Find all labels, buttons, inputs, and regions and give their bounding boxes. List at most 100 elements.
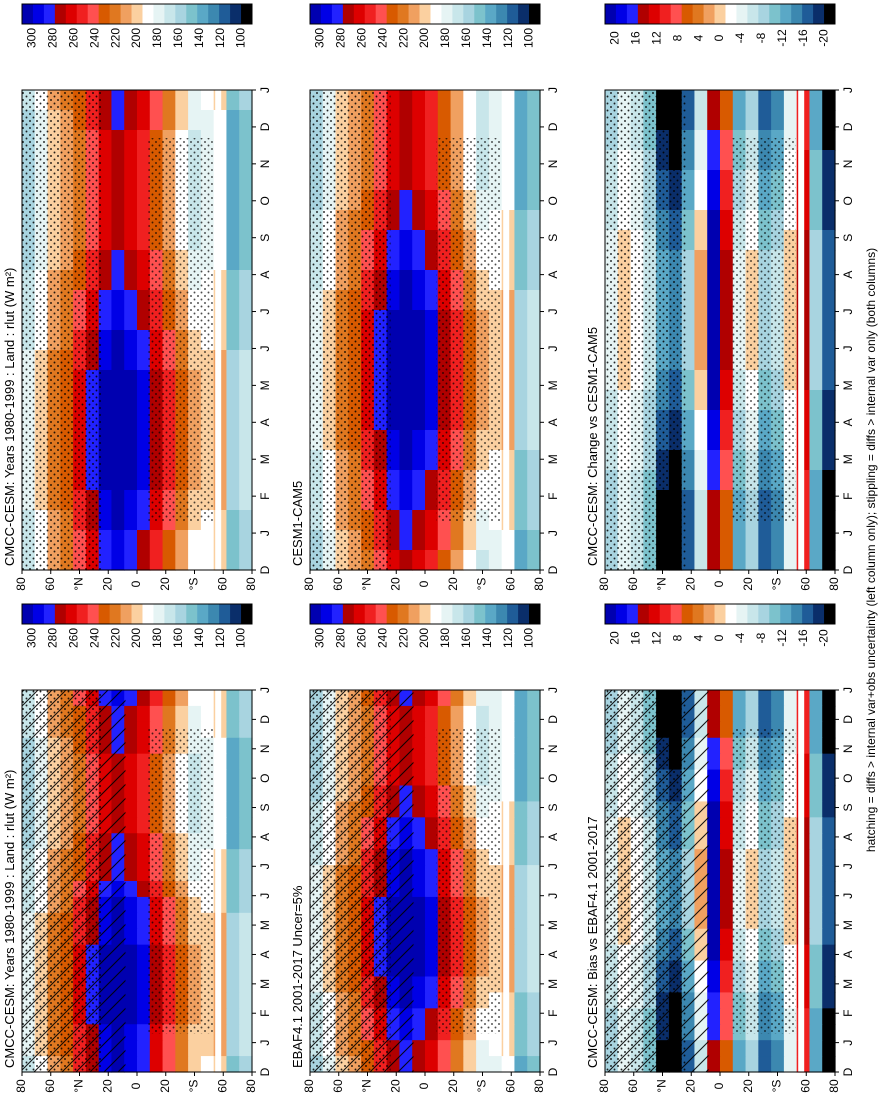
heatmap-cell (514, 110, 528, 131)
heatmap-cell (124, 130, 138, 151)
heatmap-cell (450, 90, 464, 111)
heatmap-cell (707, 849, 721, 866)
heatmap-cell (425, 705, 439, 723)
heatmap-cell (239, 490, 253, 511)
heatmap-cell (111, 130, 125, 151)
colorbar-swatch (186, 4, 198, 24)
colorbar-tick-label: 240 (375, 28, 389, 48)
heatmap-cell (149, 530, 164, 551)
heatmap-cell (412, 912, 426, 930)
colorbar-swatch (32, 604, 45, 624)
colorbar-swatch (670, 604, 683, 624)
colorbar-tick-label: 200 (417, 28, 431, 48)
heatmap-cell (399, 390, 413, 411)
month-tick-label: J (841, 863, 855, 869)
colorbar-swatch (22, 4, 34, 24)
lat-tick-label: 80 (597, 577, 611, 591)
heatmap-cell (527, 110, 541, 131)
colorbar-swatch (605, 604, 617, 624)
heatmap-cell (425, 210, 439, 231)
heatmap-cell (707, 1008, 721, 1025)
heatmap-cell (527, 928, 541, 946)
heatmap-cell (111, 430, 125, 451)
heatmap-cell (822, 992, 836, 1009)
heatmap-cell (514, 390, 528, 411)
heatmap-cell (707, 530, 721, 551)
heatmap-cell (412, 430, 426, 451)
heatmap-cell (111, 210, 125, 231)
heatmap-cell (527, 350, 541, 371)
heatmap-cell (124, 250, 138, 271)
heatmap-cell (188, 1040, 202, 1057)
heatmap-cell (822, 865, 836, 882)
heatmap-cell (720, 210, 734, 231)
heatmap-cell (175, 1040, 189, 1057)
heatmap-cell (450, 1056, 464, 1073)
heatmap-cell (783, 1040, 798, 1057)
lat-tick-label: 80 (244, 1079, 258, 1093)
colorbar-swatch (474, 604, 486, 624)
heatmap-cell (137, 450, 151, 471)
heatmap-cell (514, 490, 528, 511)
heatmap-cell (514, 470, 528, 491)
stippling-overlay (436, 138, 501, 522)
heatmap-cell (809, 490, 823, 511)
heatmap-cell (162, 1040, 176, 1057)
heatmap-cell (707, 705, 721, 723)
heatmap-cell (239, 737, 253, 755)
heatmap-cell (822, 769, 836, 787)
colorbar-swatch (331, 604, 344, 624)
heatmap-cell (137, 110, 151, 131)
colorbar-swatch (518, 4, 530, 24)
heatmap-cell (527, 833, 541, 850)
month-tick-label: M (258, 454, 272, 464)
heatmap-cell (771, 1056, 785, 1073)
colorbar-tick-label: 260 (66, 28, 80, 48)
colorbar-tick-label: 160 (459, 28, 473, 48)
heatmap-cell (425, 470, 439, 491)
heatmap-cell (707, 833, 721, 850)
heatmap-cell (137, 896, 151, 914)
heatmap-cell (809, 960, 823, 978)
heatmap-cell (226, 690, 240, 707)
heatmap-cell (720, 470, 734, 491)
heatmap-cell (239, 130, 253, 151)
heatmap-cell (745, 705, 759, 723)
lat-tick-label: 20 (388, 1079, 402, 1093)
heatmap-cell (809, 705, 823, 723)
heatmap-cell (137, 170, 151, 191)
heatmap-cell (514, 90, 528, 111)
heatmap-cell (707, 737, 721, 755)
colorbar-swatch (364, 604, 377, 624)
heatmap-cell (720, 150, 734, 171)
heatmap-cell (758, 1056, 772, 1073)
heatmap-cell (694, 370, 708, 391)
heatmap-cell (514, 865, 528, 882)
hatching-overlay (310, 690, 414, 1072)
heatmap-cell (124, 210, 138, 231)
colorbar-swatch (98, 4, 111, 24)
stippling-overlay (22, 90, 103, 570)
lat-tick-label: 80 (827, 577, 841, 591)
heatmap-cell (720, 785, 734, 803)
heatmap-cell (707, 753, 721, 771)
colorbar-tick-label: -12 (775, 29, 789, 47)
heatmap-cell (809, 881, 823, 898)
heatmap-cell (476, 530, 490, 551)
colorbar-swatch (681, 4, 694, 24)
heatmap-cell (226, 250, 240, 271)
colorbar-swatch (164, 4, 176, 24)
colorbar-frame (309, 603, 541, 625)
heatmap-cell (707, 190, 721, 211)
colorbar-swatch (76, 604, 89, 624)
heatmap-cell (720, 330, 734, 351)
colorbar-swatch (670, 4, 683, 24)
heatmap-cell (822, 290, 836, 311)
panel-title: CESM1-CAM5 (290, 481, 305, 566)
colorbar-tick-label: 300 (25, 28, 39, 48)
heatmap-cell (175, 550, 189, 571)
lat-tick-label: 60 (43, 577, 57, 591)
heatmap-cell (137, 753, 151, 771)
heatmap-cell (527, 849, 541, 866)
colorbar-swatch (452, 604, 464, 624)
